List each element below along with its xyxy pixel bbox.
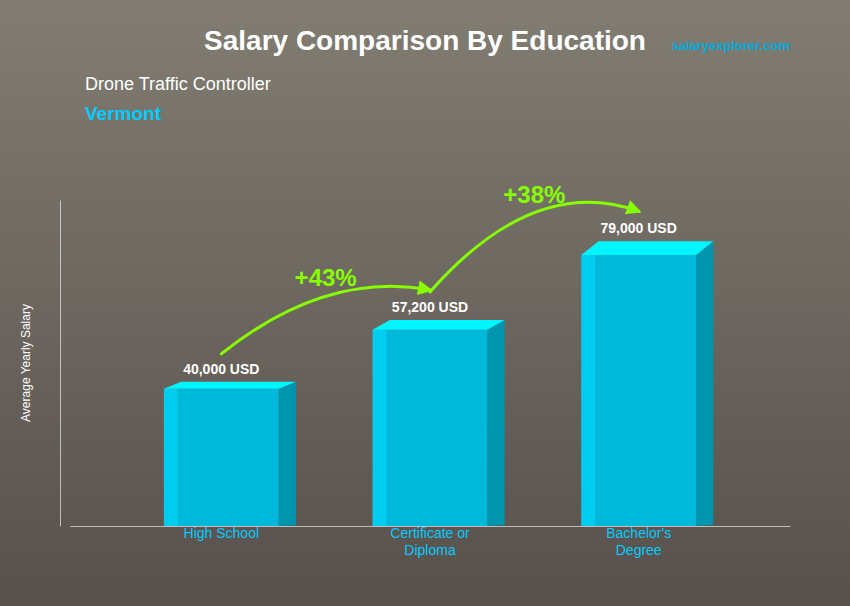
bar xyxy=(581,255,696,526)
bar-side-face xyxy=(279,382,296,526)
x-tick-label: High School xyxy=(184,525,260,541)
x-tick-label-line: Diploma xyxy=(404,542,456,558)
growth-arrow xyxy=(221,286,430,354)
x-tick-label: Bachelor'sDegree xyxy=(606,525,671,558)
x-tick-label-line: Degree xyxy=(616,542,662,558)
subtitle: Drone Traffic Controller xyxy=(85,74,271,94)
bar-side-face xyxy=(487,320,504,526)
data-label: 57,200 USD xyxy=(392,299,468,315)
x-tick: Bachelor'sDegree xyxy=(606,525,671,558)
x-tick-label-line: High School xyxy=(184,525,260,541)
growth-label: +43% xyxy=(295,264,357,291)
bar xyxy=(164,389,279,526)
growth-label: +38% xyxy=(503,181,565,208)
data-label: 40,000 USD xyxy=(183,361,259,377)
chart-root: Salary Comparison By Education Drone Traf… xyxy=(0,0,850,606)
bar-highlight xyxy=(373,330,387,526)
bar-highlight xyxy=(164,389,178,526)
x-tick-label: Certificate orDiploma xyxy=(390,525,470,558)
brand: salaryexplorer.com xyxy=(671,38,790,53)
x-tick: High School xyxy=(184,525,260,541)
bar-highlight xyxy=(581,255,595,526)
location: Vermont xyxy=(85,103,162,124)
bar-top-face xyxy=(373,320,505,330)
background xyxy=(0,0,850,606)
growth-arrow xyxy=(430,202,639,292)
title: Salary Comparison By Education xyxy=(204,25,646,56)
bar-side-face xyxy=(696,241,713,526)
y-axis xyxy=(60,201,61,527)
bar-top-face xyxy=(581,241,713,255)
y-axis-title: Average Yearly Salary xyxy=(19,304,33,422)
x-tick-label-line: Bachelor's xyxy=(606,525,671,541)
bar-group xyxy=(581,241,713,526)
x-tick-label-line: Certificate or xyxy=(390,525,470,541)
bar-group xyxy=(373,320,505,526)
y-axis-line xyxy=(60,201,61,527)
bar-group xyxy=(164,382,296,526)
x-tick: Certificate orDiploma xyxy=(390,525,470,558)
bar-top-face xyxy=(164,382,296,389)
x-axis: High School Certificate orDiploma Bachelor… xyxy=(71,525,791,558)
bar xyxy=(373,330,488,526)
data-label: 79,000 USD xyxy=(601,220,677,236)
